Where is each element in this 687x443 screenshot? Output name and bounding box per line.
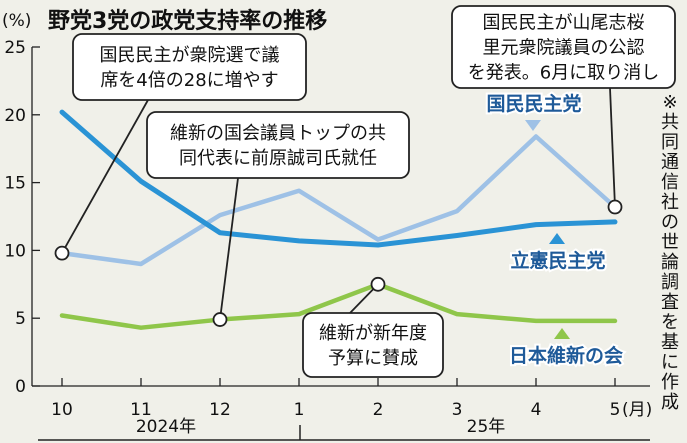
series-line-1 (59, 109, 618, 248)
source-note-char: を (661, 312, 679, 333)
series-label-1: 立憲民主党 (510, 249, 605, 272)
annotation-markers (54, 199, 623, 327)
year-label-2024: 2024年 (136, 417, 196, 437)
annotation-text: 維新の国会議員トップの共 (170, 123, 386, 144)
source-note-char: 社 (661, 192, 679, 213)
annotation-text: 維新が新年度 (319, 323, 427, 344)
source-note-char: 共 (661, 112, 679, 133)
series-line-2 (59, 282, 618, 330)
x-ticks: 10 11 12 1 2 3 4 5 (51, 378, 620, 420)
source-note-char: 信 (661, 172, 679, 193)
x-tick-label: 5 (610, 400, 621, 420)
annotation-marker (607, 199, 623, 215)
annotation-pointers (61, 87, 616, 320)
source-note-char: 同 (661, 132, 679, 153)
year-label-2025: 25年 (467, 417, 506, 437)
annotation-text: 国民民主が山尾志桜 (483, 13, 645, 34)
annotation-text: 予算に賛成 (328, 348, 418, 369)
y-ticks: 0 5 10 15 20 25 (4, 38, 40, 397)
y-tick-label: 5 (15, 309, 26, 329)
annotation-text: 国民民主が衆院選で議 (100, 45, 280, 66)
x-tick-label: 10 (51, 400, 73, 420)
series-line-0 (59, 134, 618, 267)
annotation-marker (54, 245, 70, 261)
annotation-text: 同代表に前原誠司氏就任 (179, 148, 377, 169)
annotation-box (72, 33, 307, 101)
source-note-char: 査 (661, 292, 679, 313)
annotation-text: 席を4倍の28に増やす (100, 70, 278, 91)
source-note-char: 調 (661, 272, 679, 293)
x-tick-label: 12 (209, 400, 231, 420)
annotation-callouts: 国民民主が衆院選で議席を4倍の28に増やす維新の国会議員トップの共同代表に前原誠… (72, 5, 676, 378)
y-tick-label: 15 (4, 174, 26, 194)
series-label-0: 国民民主党 (486, 92, 581, 115)
chart-title: 野党3党の政党支持率の推移 (48, 8, 327, 34)
y-tick-label: 10 (4, 241, 26, 261)
source-note-char: に (661, 352, 679, 373)
x-tick-label: 11 (130, 400, 152, 420)
series-pointer-0 (525, 120, 541, 131)
annotation-pointer-line (609, 87, 616, 208)
series-lines (59, 109, 618, 330)
x-tick-label: 1 (294, 400, 305, 420)
x-tick-label: 2 (373, 400, 384, 420)
source-note: ※共同通信社の世論調査を基に作成 (661, 92, 679, 413)
y-tick-label: 25 (4, 38, 26, 58)
source-note-char: 通 (661, 152, 679, 173)
source-note-char: 作 (661, 372, 679, 393)
annotation-text: を発表。6月に取り消し (468, 63, 659, 84)
annotation-pointer-line (61, 99, 149, 254)
x-tick-label: 4 (531, 400, 542, 420)
y-unit-label: (%) (2, 11, 31, 31)
annotation-marker (370, 276, 386, 292)
axes (31, 47, 650, 387)
annotation-marker (212, 312, 228, 327)
source-note-char: 世 (661, 232, 679, 253)
source-note-char: ※ (662, 92, 677, 113)
annotation-box (302, 312, 444, 378)
series-pointer-2 (554, 328, 570, 339)
year-strip: 2024年 25年 (38, 417, 650, 441)
annotation-box (146, 111, 410, 179)
series-pointer-1 (549, 233, 565, 244)
series-label-2: 日本維新の会 (509, 344, 623, 367)
x-unit-label: (月) (622, 400, 652, 420)
x-tick-label: 3 (452, 400, 463, 420)
annotation-box (451, 5, 676, 89)
y-tick-label: 20 (4, 106, 26, 126)
source-note-char: の (661, 212, 679, 233)
annotation-text: 里元衆院議員の公認 (483, 38, 645, 59)
source-note-char: 基 (661, 332, 679, 353)
source-note-char: 成 (661, 392, 679, 413)
source-note-char: 論 (661, 252, 679, 273)
annotation-pointer-line (219, 177, 239, 320)
y-tick-label: 0 (15, 377, 26, 397)
